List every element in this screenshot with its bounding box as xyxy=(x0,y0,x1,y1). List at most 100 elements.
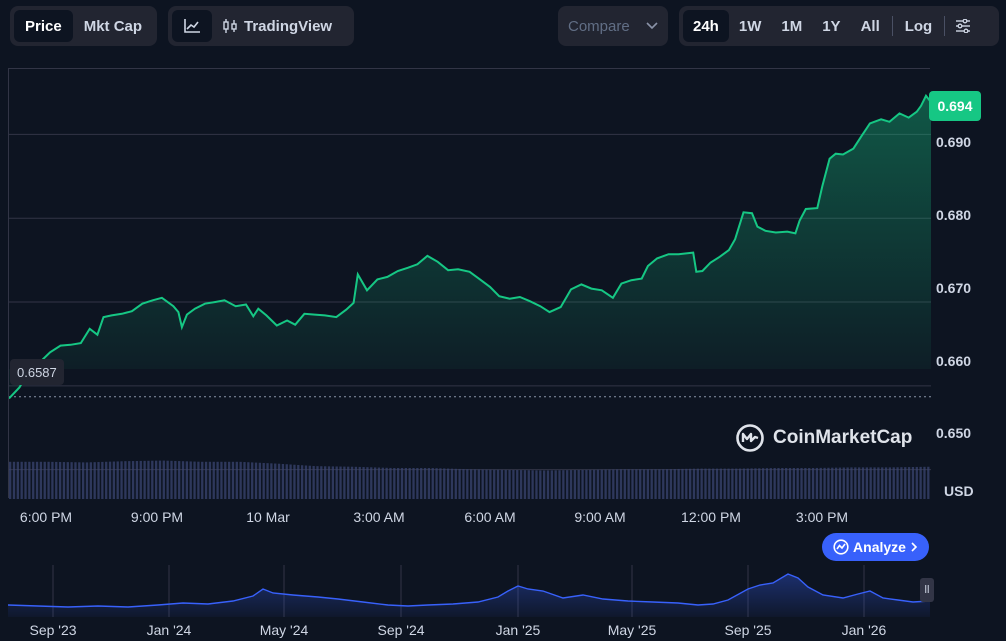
volume-bar xyxy=(596,469,600,499)
x-tick-label: 3:00 AM xyxy=(353,509,405,525)
line-chart-button[interactable] xyxy=(172,10,212,42)
volume-bar xyxy=(550,470,553,499)
volume-bar xyxy=(320,466,323,499)
open-price-tag: 0.6587 xyxy=(10,359,64,385)
volume-bar xyxy=(58,461,62,499)
volume-bar xyxy=(97,462,100,499)
volume-bar xyxy=(450,468,454,499)
volume-bar xyxy=(239,461,242,499)
volume-bar xyxy=(662,469,665,499)
volume-bar xyxy=(139,460,142,499)
volume-bar xyxy=(74,462,77,499)
volume-bar xyxy=(181,461,185,499)
navigator-tick: Sep '24 xyxy=(377,622,425,638)
volume-bar xyxy=(254,462,258,499)
volume-bar xyxy=(892,467,895,499)
range-1w[interactable]: 1W xyxy=(738,17,762,35)
price-tab[interactable]: Price xyxy=(14,10,73,42)
volume-bar xyxy=(904,467,907,499)
volume-bar xyxy=(861,467,865,499)
volume-bar xyxy=(370,467,373,499)
volume-bar xyxy=(712,468,715,499)
x-tick-label: 3:00 PM xyxy=(795,509,849,525)
volume-bar xyxy=(224,461,227,499)
log-scale-button[interactable]: Log xyxy=(904,17,933,35)
volume-bar xyxy=(466,469,469,499)
volume-bar xyxy=(742,468,746,499)
volume-bar xyxy=(566,470,569,499)
volume-bar xyxy=(873,467,876,499)
current-price-tag: 0.694 xyxy=(929,91,981,121)
volume-bar xyxy=(527,470,530,499)
price-chart[interactable] xyxy=(8,68,931,499)
volume-bar xyxy=(600,469,603,499)
time-range-selector: 24h 1W 1M 1Y All Log xyxy=(679,6,999,46)
y-tick-label: 0.690 xyxy=(936,134,972,150)
volume-bar xyxy=(639,469,642,499)
chart-type-toggle: Price Mkt Cap xyxy=(10,6,157,46)
volume-bar xyxy=(55,461,58,499)
volume-bar xyxy=(62,462,66,499)
range-1y[interactable]: 1Y xyxy=(822,17,841,35)
volume-bar xyxy=(412,468,415,499)
volume-bar xyxy=(858,467,861,499)
volume-bar xyxy=(811,468,815,499)
volume-bar xyxy=(907,467,911,499)
volume-bar xyxy=(761,468,765,499)
volume-bar xyxy=(804,468,807,499)
navigator-tick: Jan '24 xyxy=(146,622,192,638)
volume-bar xyxy=(573,470,577,499)
volume-bar xyxy=(178,461,181,499)
volume-bar xyxy=(366,467,369,499)
volume-bar xyxy=(400,468,404,499)
volume-bar xyxy=(688,468,692,499)
volume-bar xyxy=(81,462,85,499)
volume-bar xyxy=(439,468,442,499)
volume-bar xyxy=(535,470,538,499)
tradingview-button[interactable]: TradingView xyxy=(212,10,342,42)
volume-bar xyxy=(312,465,315,499)
range-navigator[interactable] xyxy=(8,565,930,617)
volume-bar xyxy=(785,468,788,499)
volume-bar xyxy=(235,461,238,499)
volume-bar xyxy=(147,460,150,499)
volume-bar xyxy=(293,464,296,499)
volume-bar xyxy=(727,468,730,499)
volume-bar xyxy=(846,467,849,499)
price-area-fill xyxy=(9,95,931,399)
volume-bar xyxy=(131,461,135,499)
volume-bar xyxy=(523,470,527,499)
volume-bar xyxy=(331,466,335,499)
analyze-button[interactable]: Analyze xyxy=(822,533,929,561)
volume-bar xyxy=(135,460,139,499)
volume-bar xyxy=(350,466,354,499)
volume-bar xyxy=(765,468,769,499)
coinmarketcap-watermark: CoinMarketCap xyxy=(735,423,912,453)
compare-dropdown[interactable]: Compare xyxy=(558,6,668,46)
volume-bar xyxy=(297,464,300,499)
navigator-tick: Jan '26 xyxy=(841,622,887,638)
mkt-cap-tab[interactable]: Mkt Cap xyxy=(83,17,143,35)
chart-settings-button[interactable] xyxy=(947,10,979,42)
range-24h[interactable]: 24h xyxy=(683,10,729,42)
volume-bar xyxy=(212,461,215,499)
volume-bar xyxy=(416,468,419,499)
volume-bar xyxy=(923,466,926,499)
volume-bar xyxy=(604,469,607,499)
volume-bar xyxy=(500,469,504,499)
range-1m[interactable]: 1M xyxy=(781,17,803,35)
volume-bar xyxy=(577,469,580,499)
volume-bar xyxy=(443,468,446,499)
navigator-handle[interactable]: ll xyxy=(920,578,934,602)
volume-bar xyxy=(773,468,776,499)
volume-bar xyxy=(9,461,12,499)
y-tick-label: 0.650 xyxy=(936,425,972,441)
range-all[interactable]: All xyxy=(860,17,880,35)
volume-bar xyxy=(251,462,254,499)
volume-bar xyxy=(719,468,723,499)
volume-bar xyxy=(231,461,235,499)
volume-bar xyxy=(558,470,561,499)
volume-bar xyxy=(677,468,680,499)
volume-bar xyxy=(339,466,342,499)
volume-bar xyxy=(704,468,707,499)
